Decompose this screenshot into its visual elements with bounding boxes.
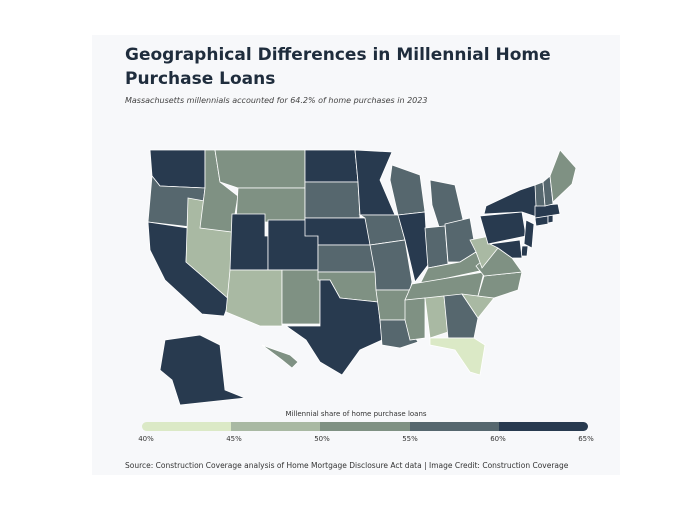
state-sd[interactable] [304, 181, 361, 219]
legend-swatch [409, 422, 499, 431]
legend-tick: 50% [314, 435, 330, 443]
state-de[interactable] [520, 245, 529, 257]
legend-tick: 60% [490, 435, 506, 443]
state-pa[interactable] [479, 211, 527, 245]
state-md[interactable] [488, 239, 523, 259]
legend-title: Millennial share of home purchase loans [285, 410, 427, 418]
chart-card: Geographical Differences in Millennial H… [92, 35, 620, 475]
state-ut[interactable] [229, 213, 269, 271]
legend-tick: 45% [226, 435, 242, 443]
state-mo[interactable] [369, 239, 413, 291]
chart-subtitle: Massachusetts millennials accounted for … [125, 96, 428, 105]
state-hi[interactable] [261, 344, 299, 369]
state-nc[interactable] [477, 271, 523, 299]
legend-swatch [498, 422, 588, 431]
state-ak[interactable] [159, 334, 246, 406]
state-nj[interactable] [523, 219, 535, 249]
state-ks[interactable] [317, 244, 376, 273]
legend-tick: 40% [138, 435, 154, 443]
us-choropleth-map [147, 149, 577, 406]
state-ga[interactable] [443, 293, 479, 339]
state-wa[interactable] [149, 149, 206, 189]
state-il[interactable] [397, 211, 429, 283]
chart-title: Geographical Differences in Millennial H… [125, 45, 551, 89]
state-mt[interactable] [214, 149, 306, 189]
legend-swatch [320, 422, 410, 431]
state-mn[interactable] [354, 149, 396, 216]
state-fl[interactable] [429, 337, 486, 376]
state-tx[interactable] [284, 279, 383, 376]
state-nm[interactable] [281, 269, 321, 325]
state-in[interactable] [424, 225, 449, 269]
legend-tick: 65% [578, 435, 594, 443]
state-nd[interactable] [304, 149, 359, 183]
legend-color-bar [142, 422, 588, 431]
state-me[interactable] [549, 149, 577, 203]
source-note: Source: Construction Coverage analysis o… [125, 461, 569, 470]
legend-tick: 55% [402, 435, 418, 443]
legend-swatch [231, 422, 321, 431]
state-az[interactable] [225, 269, 283, 327]
state-ms[interactable] [404, 297, 426, 341]
state-wi[interactable] [389, 164, 426, 216]
legend-swatch [142, 422, 232, 431]
